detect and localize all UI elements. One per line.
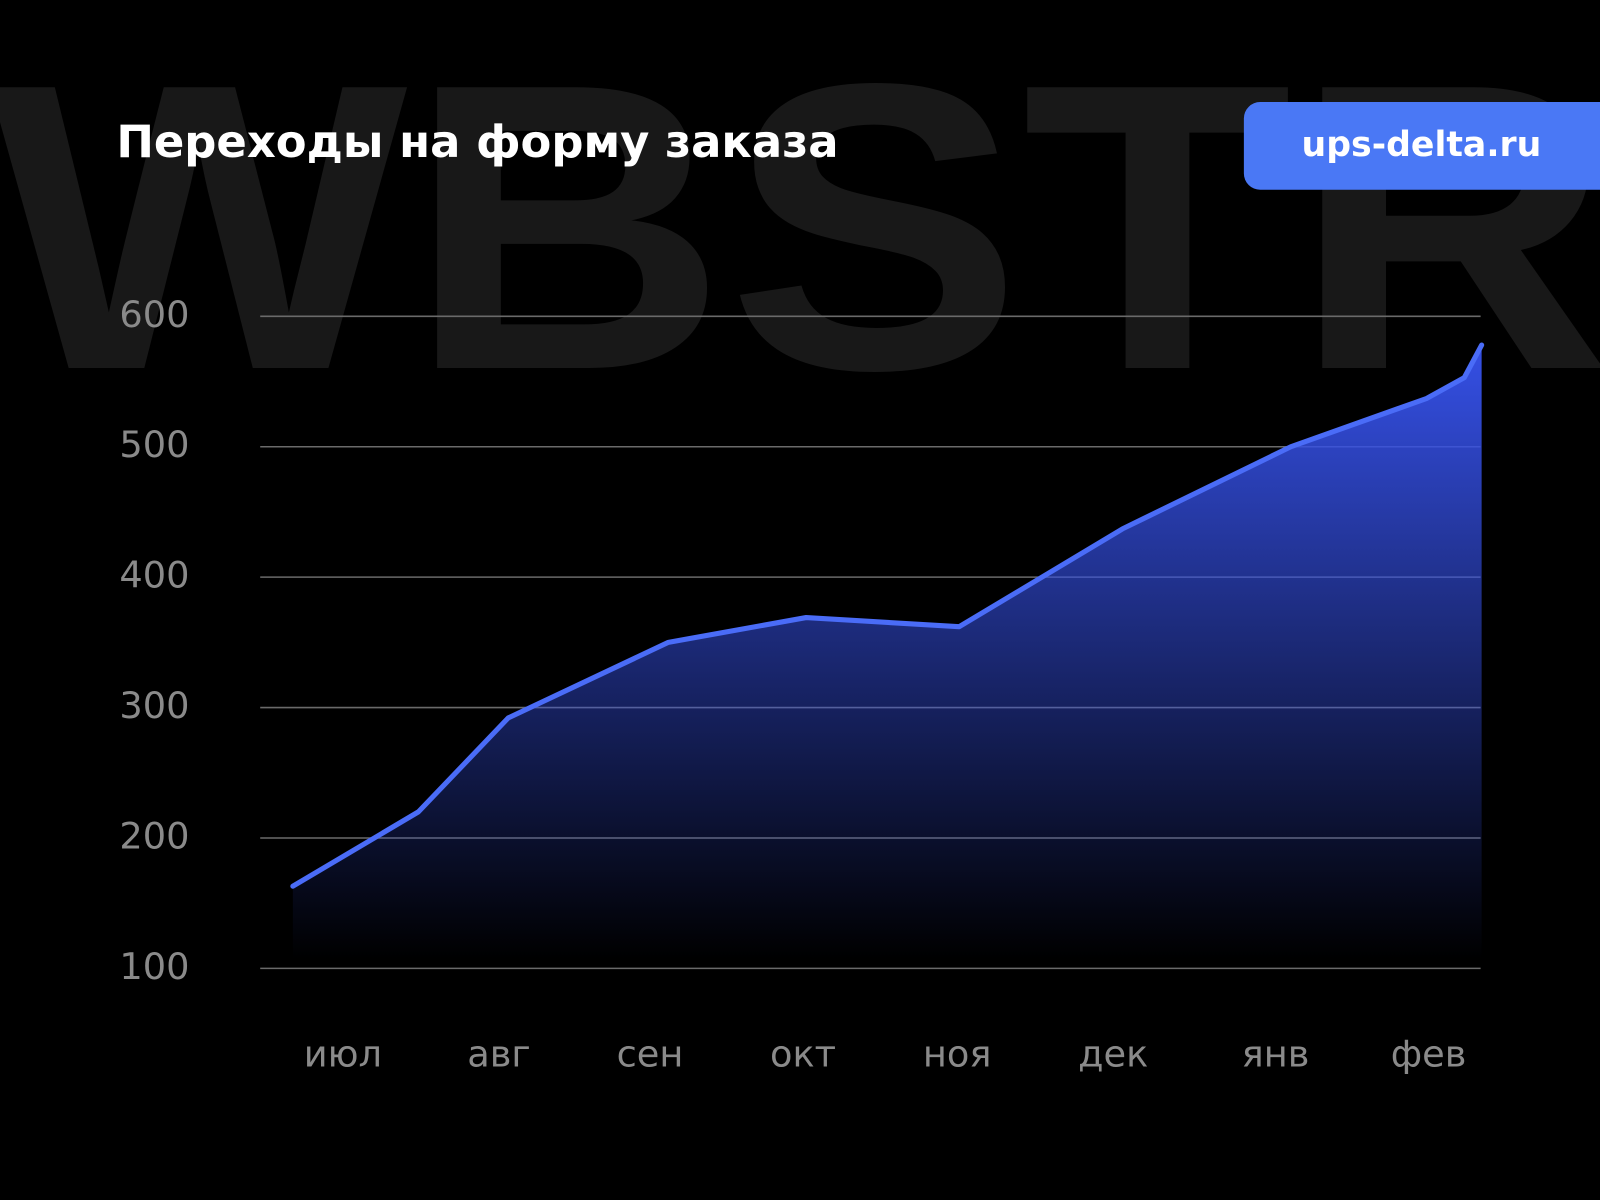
- line: [290, 342, 1485, 889]
- x-tick-label: фев: [1391, 1033, 1467, 1076]
- area: [292, 345, 1482, 960]
- x-tick-label: ноя: [923, 1033, 992, 1076]
- x-tick-label: сен: [617, 1033, 684, 1076]
- y-tick-label: 400: [119, 554, 189, 597]
- chart-title: Переходы на форму заказа: [116, 115, 838, 168]
- x-tick-label: июл: [304, 1033, 382, 1076]
- y-tick-label: 100: [119, 945, 189, 988]
- badge: [1243, 102, 1600, 190]
- watermark: WBSTR: [0, 0, 1600, 455]
- x-tick-label: янв: [1242, 1033, 1310, 1076]
- y-tick-label: 300: [119, 684, 189, 727]
- y-tick-label: 600: [119, 293, 189, 336]
- x-tick-label: авг: [467, 1033, 530, 1076]
- badge-text: ups-delta.ru: [1302, 125, 1542, 165]
- y-tick-label: 500: [119, 423, 189, 466]
- y-tick-label: 200: [119, 814, 189, 857]
- x-tick-label: дек: [1078, 1033, 1148, 1076]
- x-tick-label: окт: [770, 1033, 836, 1076]
